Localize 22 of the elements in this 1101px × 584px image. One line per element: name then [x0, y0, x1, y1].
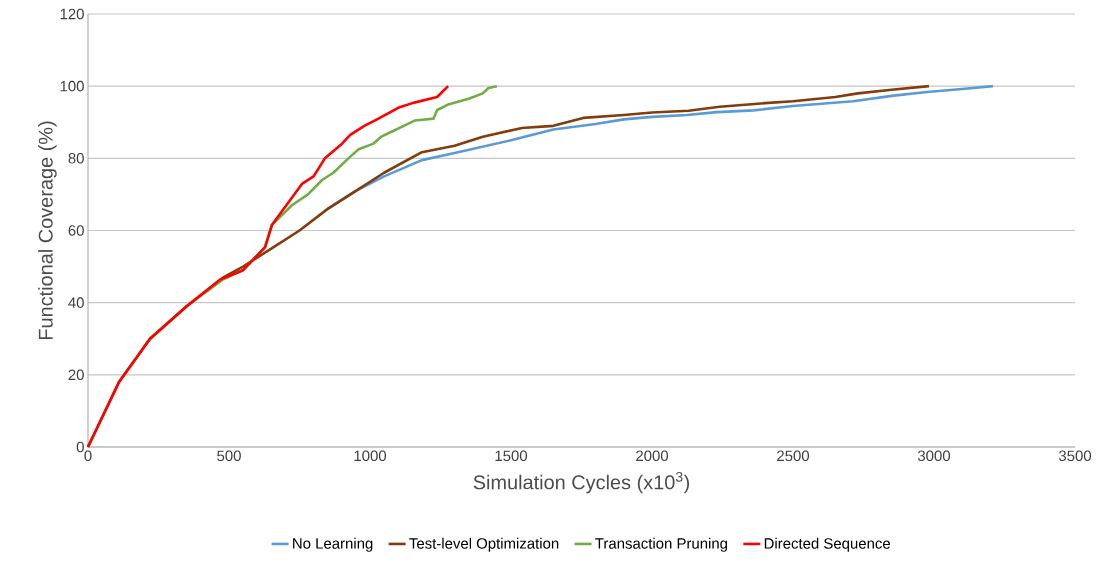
y-tick-label: 80 [68, 153, 84, 164]
line-series [86, 84, 450, 449]
y-tick-label: 100 [60, 80, 84, 92]
y-tick-label: 0 [76, 441, 84, 453]
y-tick-label: 40 [68, 297, 84, 308]
x-tick-label: 0 [84, 450, 92, 462]
legend-label: Test-level Optimization [409, 537, 559, 552]
y-tick-label: 60 [68, 225, 84, 236]
legend-label: Transaction Pruning [595, 537, 728, 552]
y-tick-label: 120 [60, 8, 84, 20]
x-tick-label: 3000 [917, 450, 951, 462]
y-axis-title: Functional Coverage (%) [38, 121, 57, 340]
x-tick-label: 2000 [636, 450, 669, 462]
x-tick-label: 1000 [354, 450, 387, 462]
x-axis-title: Simulation Cycles (x10$^{3}$) [473, 471, 690, 494]
legend-label: No Learning [293, 537, 373, 552]
legend-label: Directed Sequence [764, 537, 890, 552]
y-tick-label: 20 [68, 369, 84, 381]
x-tick-label: 3500 [1058, 450, 1092, 462]
x-tick-label: 2500 [777, 450, 810, 462]
x-tick-label: 500 [217, 450, 241, 462]
x-tick-label: 1500 [495, 450, 528, 462]
